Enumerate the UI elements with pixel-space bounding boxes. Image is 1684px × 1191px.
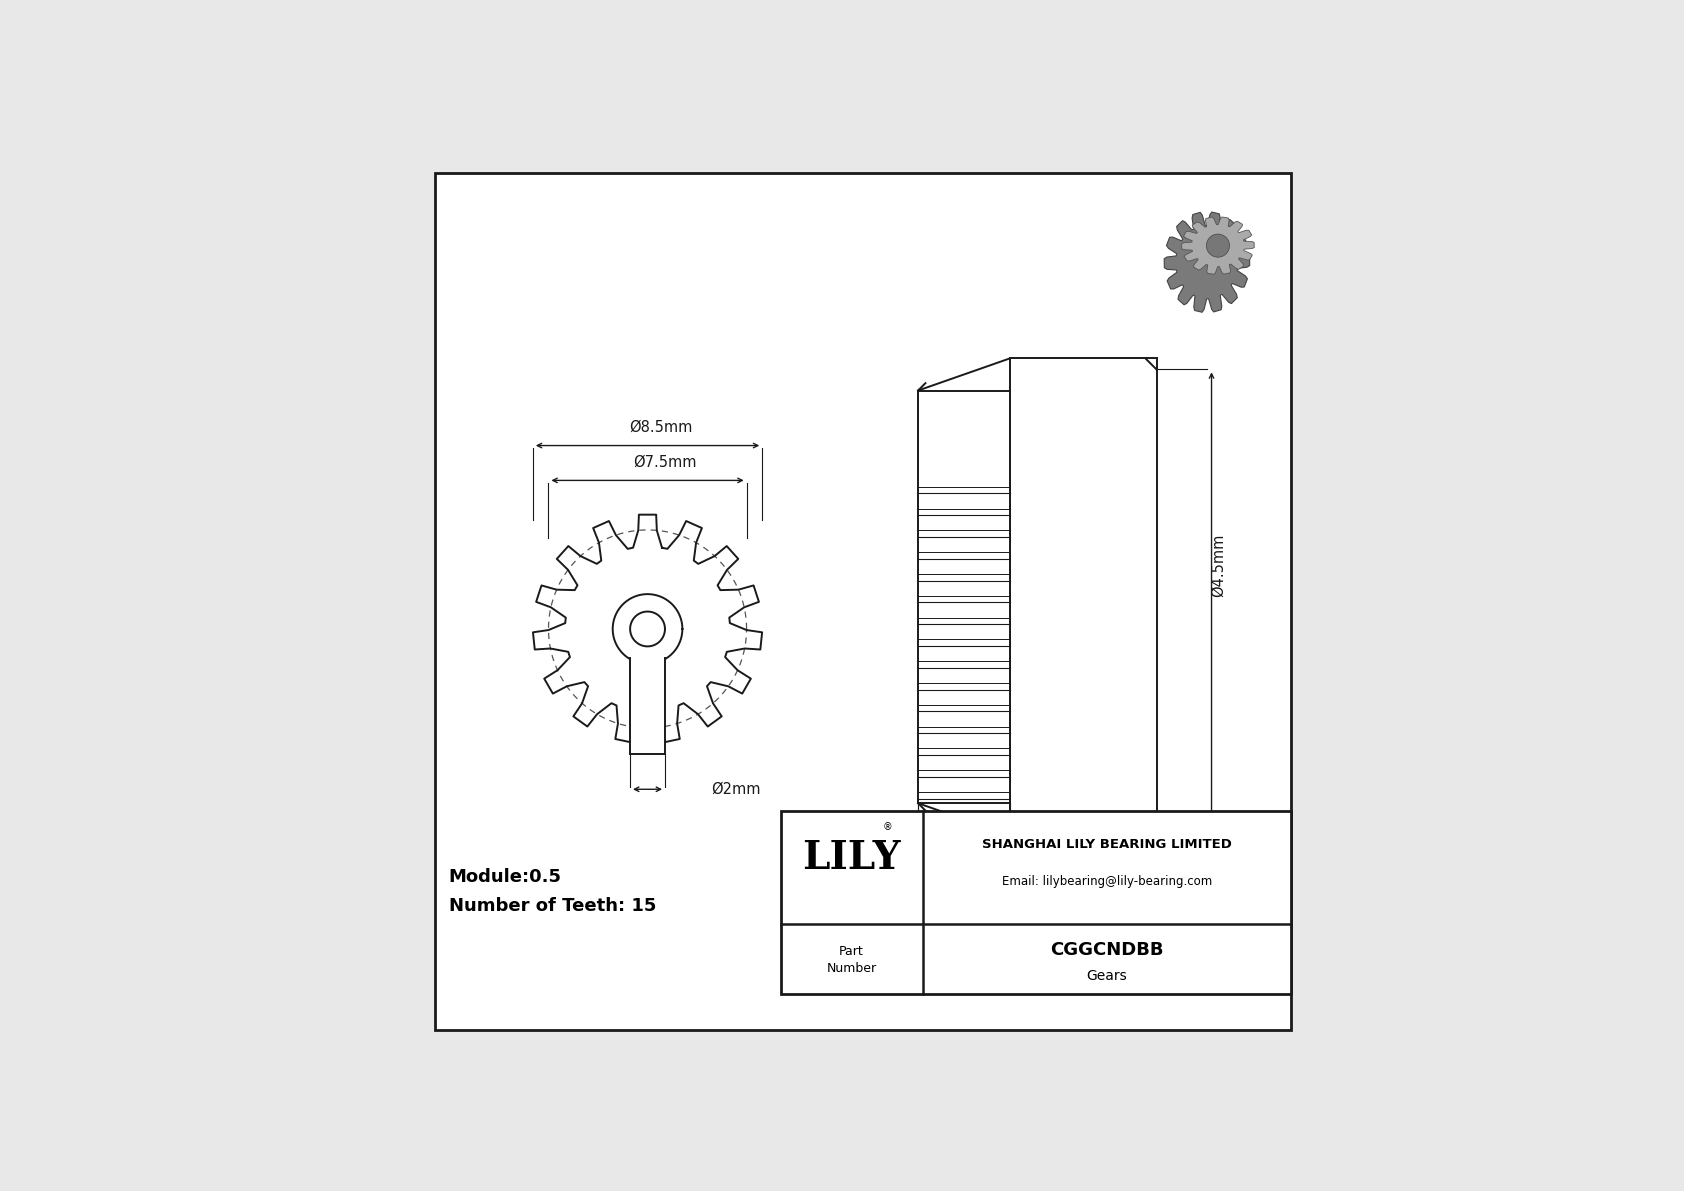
- Text: Number: Number: [827, 962, 877, 974]
- Text: Part: Part: [839, 946, 864, 959]
- Bar: [780, 811, 1292, 994]
- Text: ®: ®: [882, 822, 893, 833]
- Text: Gears: Gears: [1086, 968, 1127, 983]
- Text: Email: lilybearing@lily-bearing.com: Email: lilybearing@lily-bearing.com: [1002, 874, 1212, 887]
- Circle shape: [1206, 235, 1229, 257]
- Text: Ø8.5mm: Ø8.5mm: [630, 419, 694, 435]
- Text: Ø4.5mm: Ø4.5mm: [1211, 534, 1226, 597]
- Text: Number of Teeth: 15: Number of Teeth: 15: [448, 897, 655, 915]
- Text: 7mm: 7mm: [1019, 906, 1056, 922]
- Polygon shape: [1182, 217, 1255, 274]
- Bar: [630, 657, 665, 754]
- Text: LILY: LILY: [802, 840, 901, 878]
- Text: Ø2mm: Ø2mm: [711, 781, 759, 797]
- Bar: [1010, 358, 1157, 835]
- Text: SHANGHAI LILY BEARING LIMITED: SHANGHAI LILY BEARING LIMITED: [982, 838, 1233, 852]
- Text: 3mm: 3mm: [945, 877, 983, 892]
- Text: CGGCNDBB: CGGCNDBB: [1051, 941, 1164, 959]
- Polygon shape: [1164, 212, 1250, 312]
- Text: Module:0.5: Module:0.5: [448, 867, 561, 886]
- Text: Ø7.5mm: Ø7.5mm: [633, 455, 697, 469]
- Bar: [918, 391, 1010, 803]
